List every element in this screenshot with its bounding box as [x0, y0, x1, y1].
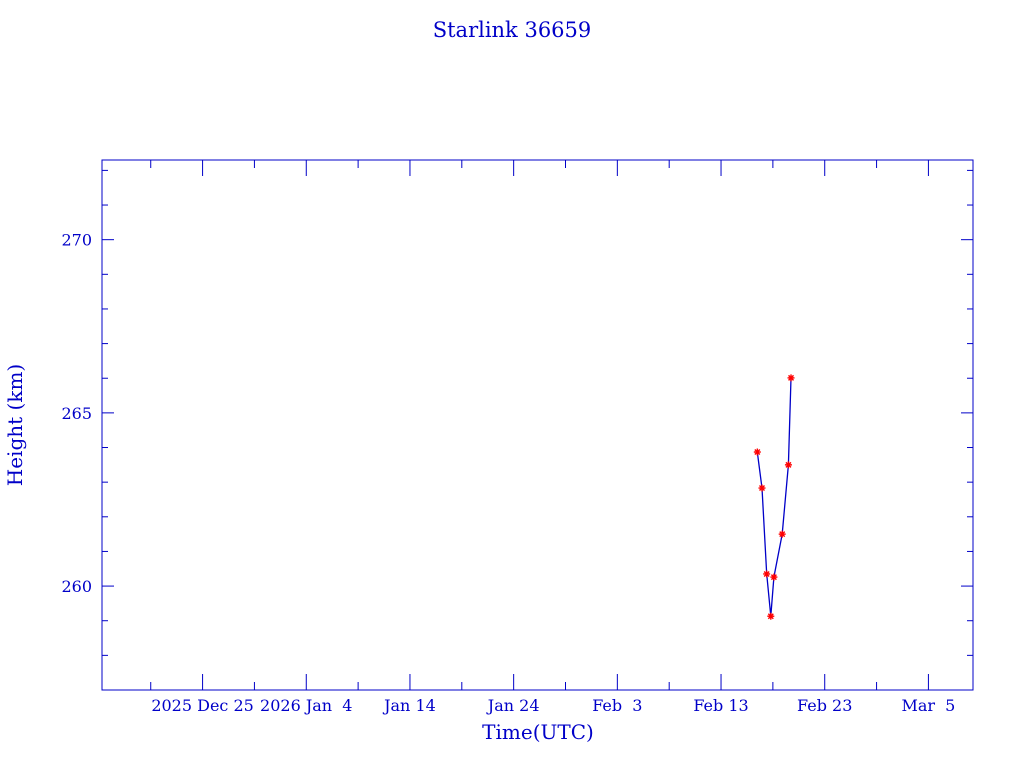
x-tick-label: Feb 3	[592, 696, 642, 715]
x-tick-label: 2025 Dec 25	[151, 696, 254, 715]
series-line	[756, 377, 792, 617]
series-height	[753, 374, 795, 620]
x-tick-label: Jan 14	[382, 696, 436, 715]
data-point-marker	[763, 570, 771, 578]
x-tick-label: Mar 5	[901, 696, 955, 715]
y-tick-label: 270	[61, 231, 92, 250]
y-axis: 260 265 270	[61, 169, 973, 691]
chart-title: Starlink 36659	[433, 18, 592, 42]
data-point-marker	[778, 530, 786, 538]
x-axis: 2025 Dec 25 2026 Jan 4 Jan 14 Jan 24 Feb 3 Fe…	[150, 160, 955, 715]
plot-frame	[101, 159, 974, 691]
x-tick-label: Jan 24	[486, 696, 540, 715]
x-tick-label: Feb 13	[693, 696, 748, 715]
data-point-marker	[753, 448, 761, 456]
x-tick-label: Feb 23	[797, 696, 852, 715]
data-point-marker	[767, 612, 775, 620]
data-point-marker	[758, 484, 766, 492]
data-point-marker	[784, 461, 792, 469]
y-tick-label: 265	[61, 404, 92, 423]
data-point-marker	[787, 374, 795, 382]
data-point-marker	[770, 573, 778, 581]
x-axis-label: Time(UTC)	[482, 720, 594, 744]
y-axis-label: Height (km)	[3, 364, 27, 486]
x-tick-label: 2026 Jan 4	[260, 696, 352, 715]
y-tick-label: 260	[61, 577, 92, 596]
